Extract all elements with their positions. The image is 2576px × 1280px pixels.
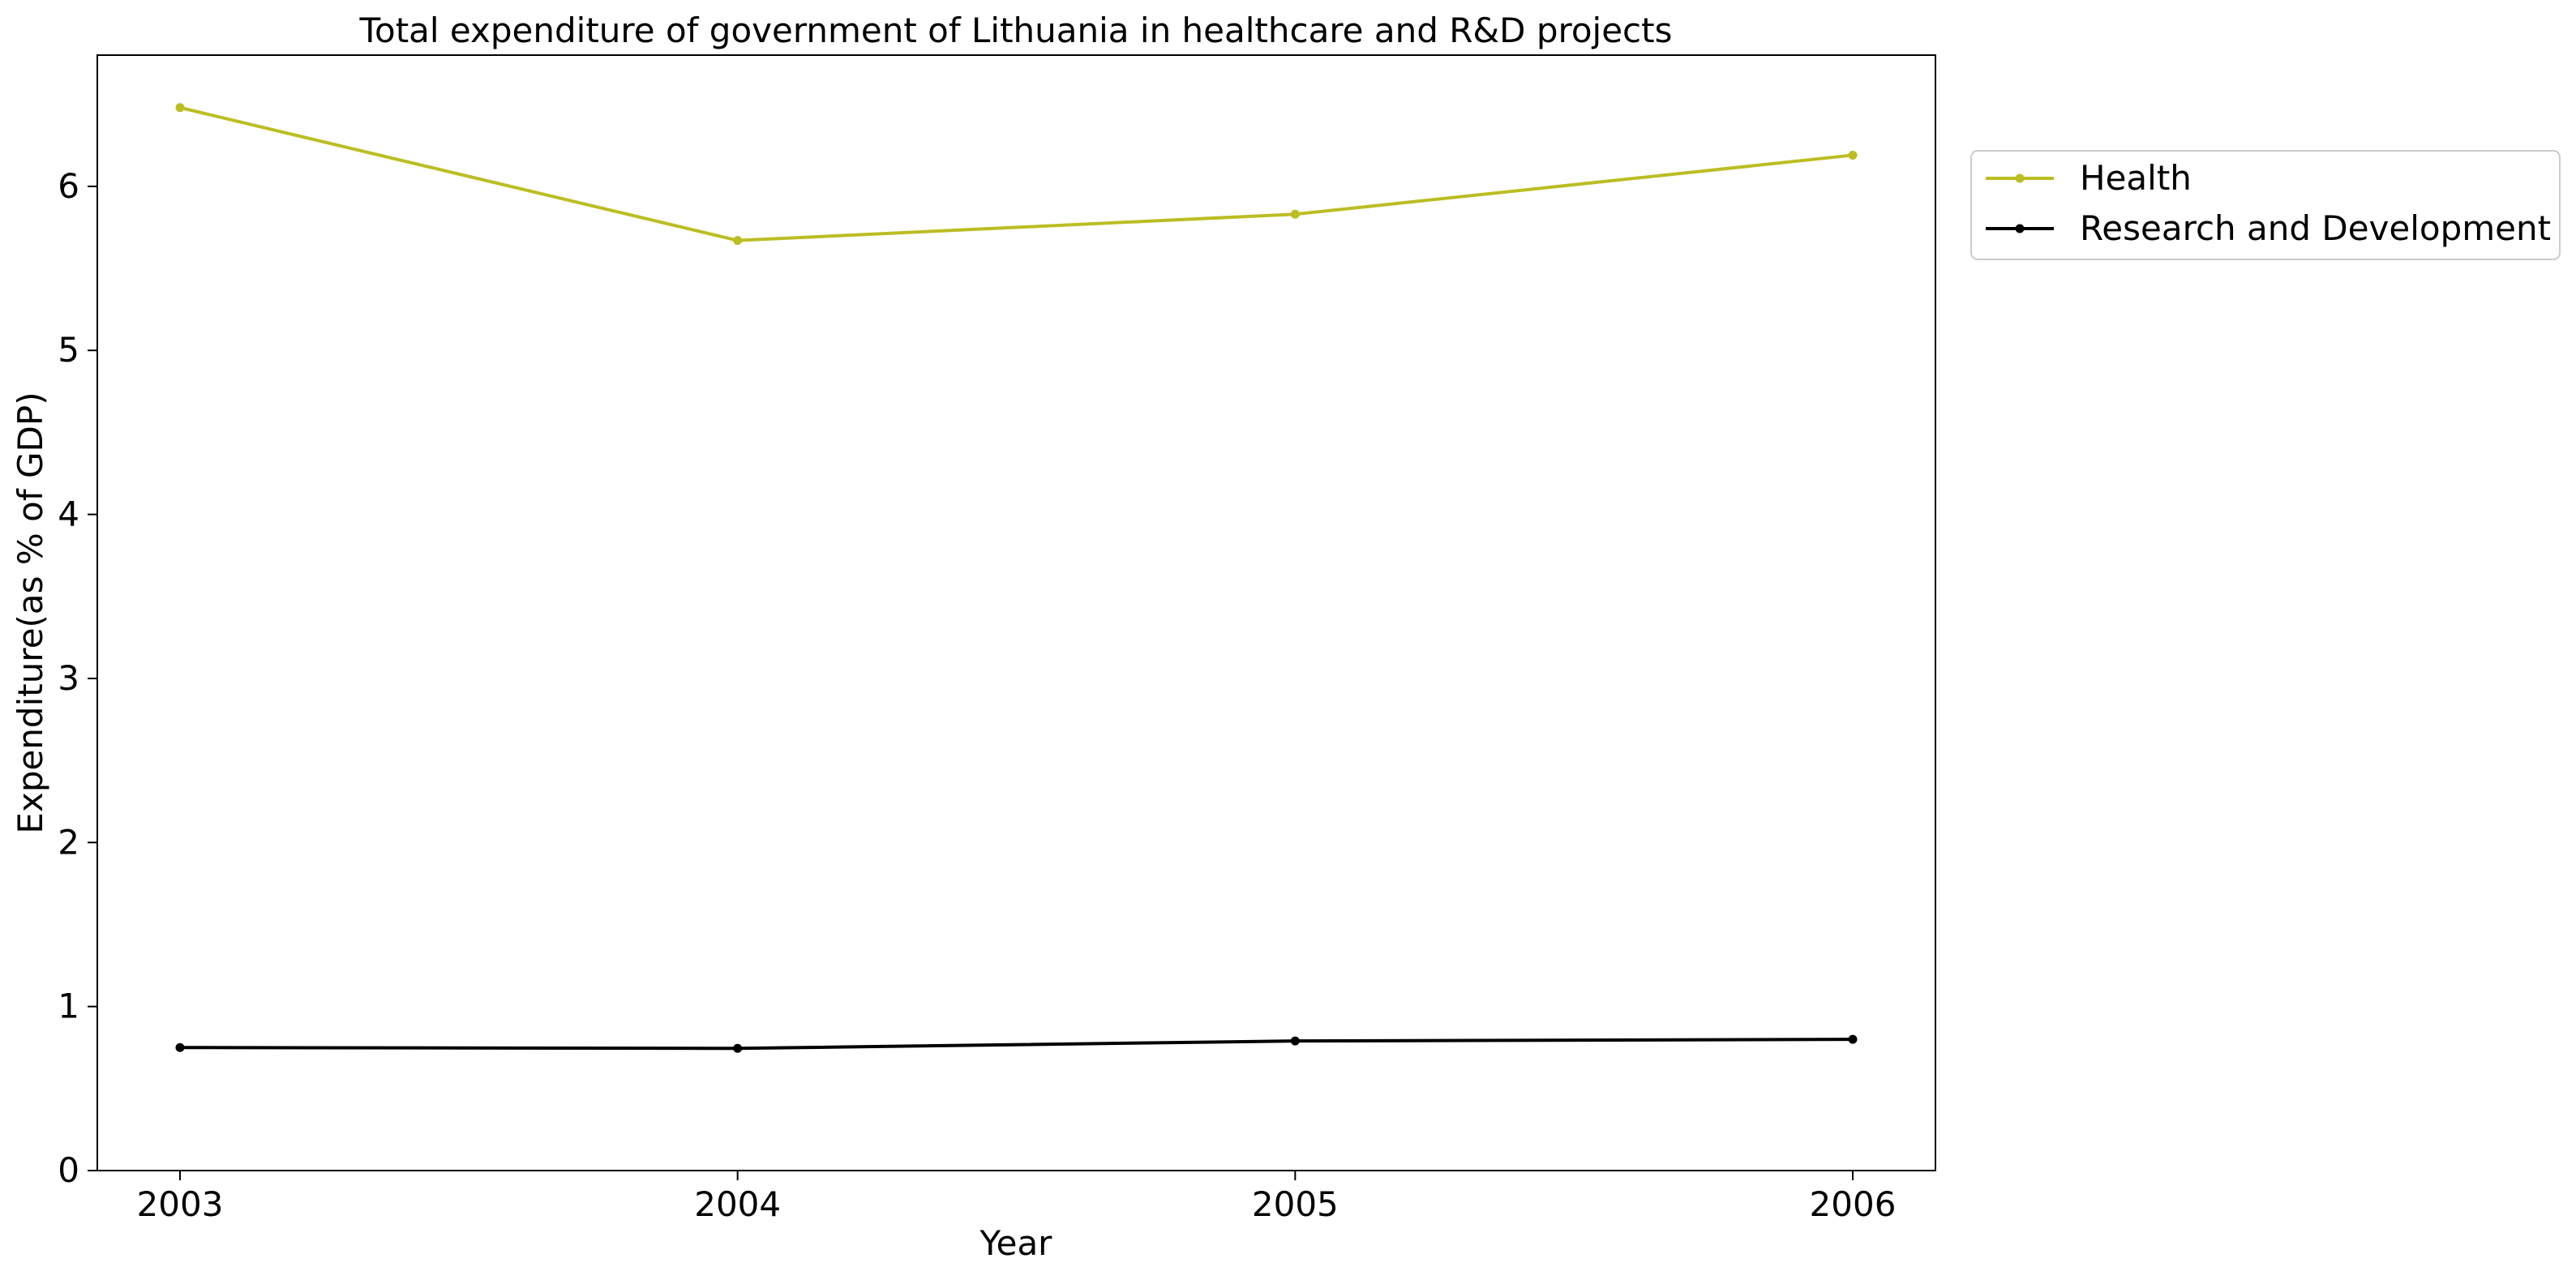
plot-area	[96, 54, 1936, 1171]
legend-marker	[2015, 224, 2025, 233]
x-tick-label: 2005	[1252, 1184, 1339, 1224]
x-axis-label: Year	[979, 1223, 1053, 1263]
data-point	[175, 1042, 185, 1052]
y-axis: 0 1 2 3 4 5 6	[58, 166, 97, 1190]
data-point	[733, 1043, 743, 1053]
legend-marker	[2015, 173, 2025, 183]
data-point	[175, 103, 185, 113]
y-tick-label: 4	[58, 494, 79, 534]
series-layer	[175, 103, 1858, 1053]
y-tick-label: 5	[58, 330, 79, 370]
data-point	[1848, 150, 1858, 160]
data-point	[1290, 209, 1300, 219]
data-point	[1848, 1034, 1858, 1044]
y-tick-label: 0	[58, 1150, 79, 1190]
data-point	[733, 236, 743, 246]
y-axis-label: Expenditure(as % of GDP)	[11, 392, 50, 833]
legend-label: Research and Development	[2080, 208, 2551, 248]
chart-title: Total expenditure of government of Lithu…	[358, 11, 1672, 50]
legend: Health Research and Development	[1970, 150, 2561, 260]
legend-box	[1970, 150, 2561, 260]
y-tick-label: 3	[58, 658, 79, 698]
y-tick-label: 6	[58, 166, 79, 206]
y-tick-label: 1	[58, 987, 79, 1026]
x-axis: 2003 2004 2005 2006	[137, 1171, 1897, 1224]
x-tick-label: 2004	[694, 1184, 781, 1224]
series-line-2	[179, 1038, 1854, 1051]
y-tick-label: 2	[58, 822, 79, 862]
data-point	[1290, 1036, 1300, 1046]
x-tick-label: 2003	[137, 1184, 224, 1224]
legend-label: Health	[2080, 158, 2192, 198]
series-line-1	[179, 105, 1854, 242]
x-tick-label: 2006	[1810, 1184, 1897, 1224]
